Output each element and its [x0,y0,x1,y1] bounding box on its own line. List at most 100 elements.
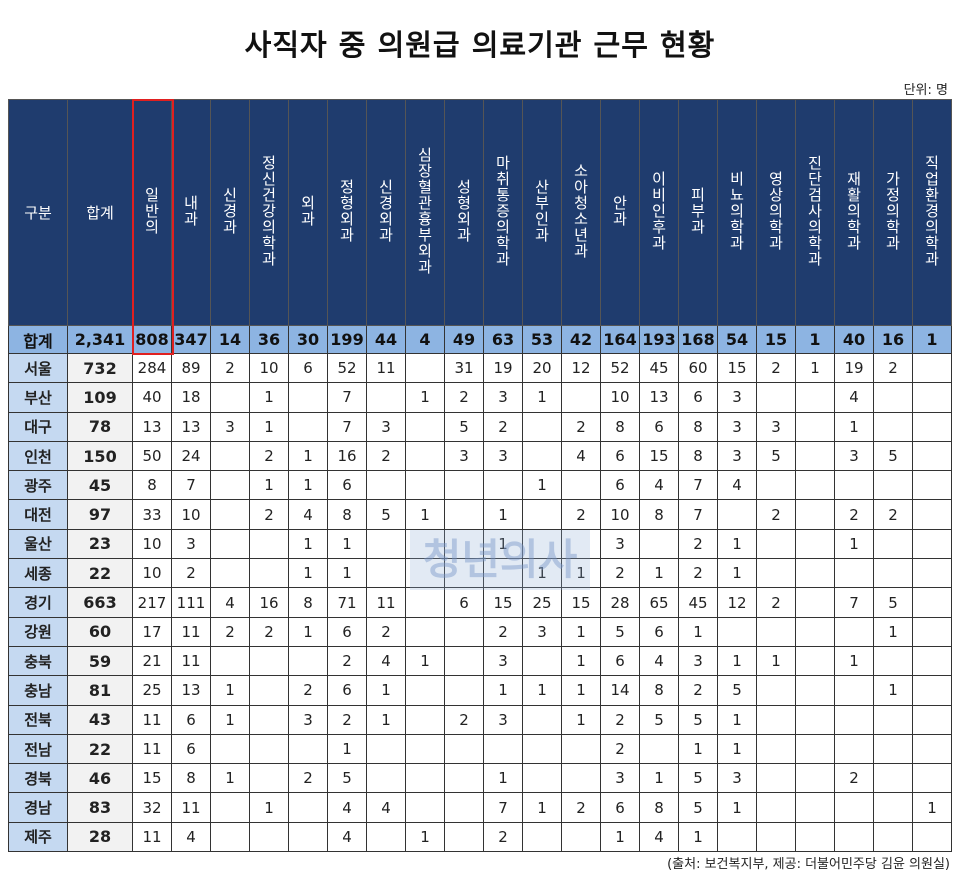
table-cell: 11 [366,587,406,618]
column-header-label: 신경외과 [376,178,395,243]
table-cell: 2 [249,616,289,647]
table-row: 인천 150 50 24 2 1 16 2 3 3 4 6 15 8 3 5 3 5 [8,440,952,472]
table-cell [210,645,250,677]
table-cell: 52 [600,352,640,384]
region-cell: 인천 [8,440,68,472]
table-cell [912,675,952,706]
region-cell: 충남 [8,675,68,706]
table-cell [210,470,250,501]
column-header: 정형외과 [327,99,367,326]
region-cell: 강원 [8,616,68,647]
table-cell [873,411,913,442]
table-cell [834,675,874,706]
table-cell: 3 [366,411,406,442]
table-cell [639,733,679,765]
table-cell: 16 [873,325,913,354]
table-cell: 15 [561,587,601,618]
table-cell: 33 [132,499,172,530]
table-cell: 284 [132,352,172,384]
region-cell: 대구 [8,411,68,442]
table-cell: 3 [834,440,874,472]
table-cell: 14 [600,675,640,706]
table-cell: 11 [132,733,172,765]
table-cell: 12 [717,587,757,618]
unit-label: 단위: 명 [903,83,948,98]
table-cell: 24 [171,440,211,472]
table-row: 경기 663 217 111 4 16 8 71 11 6 15 25 15 28 65 45 12 2 7 5 [8,587,952,618]
table-cell: 1 [249,792,289,823]
table-cell [444,645,484,677]
table-cell [795,821,835,853]
table-cell [249,645,289,677]
table-cell: 1 [834,411,874,442]
table-cell: 4 [834,382,874,413]
table-cell [795,558,835,589]
table-cell: 164 [600,325,640,354]
table-cell [522,499,562,530]
table-cell: 8 [600,411,640,442]
table-cell [522,645,562,677]
table-cell [912,587,952,618]
table-row: 울산 23 10 3 1 1 1 3 2 1 1 [8,528,952,560]
table-cell: 2 [366,616,406,647]
table-cell: 1 [834,528,874,560]
column-header: 영상의학과 [756,99,796,326]
table-cell [522,763,562,794]
table-cell [795,382,835,413]
table-cell [834,558,874,589]
total-cell: 663 [67,587,133,618]
table-cell [795,470,835,501]
table-cell: 31 [444,352,484,384]
table-cell [912,470,952,501]
table-cell: 11 [366,352,406,384]
table-cell [444,821,484,853]
table-cell: 40 [132,382,172,413]
total-cell: 150 [67,440,133,472]
table-cell: 2 [678,558,718,589]
table-cell: 4 [717,470,757,501]
table-cell: 7 [483,792,523,823]
table-cell: 1 [717,528,757,560]
column-header: 외과 [288,99,328,326]
table-cell: 6 [444,587,484,618]
region-cell: 서울 [8,352,68,384]
table-cell [444,528,484,560]
table-cell [873,645,913,677]
table-cell: 3 [483,382,523,413]
total-cell: 97 [67,499,133,530]
table-cell [249,704,289,735]
table-cell: 45 [639,352,679,384]
total-cell: 732 [67,352,133,384]
region-cell: 대전 [8,499,68,530]
table-cell: 50 [132,440,172,472]
table-cell [912,821,952,853]
table-cell: 11 [132,704,172,735]
table-cell: 2 [600,733,640,765]
column-header-label: 산부인과 [532,178,551,243]
table-cell: 10 [600,499,640,530]
table-cell [444,470,484,501]
table-cell: 8 [678,440,718,472]
table-cell: 1 [327,558,367,589]
table-cell [444,763,484,794]
table-cell: 199 [327,325,367,354]
table-cell [795,645,835,677]
resignation-table: 구분 합계 일반의 내과 신경과 정신건강의학과 외과 정형외과 신경외과 심장혈관흉부외과 성형외… [8,99,952,853]
table-cell: 6 [171,733,211,765]
table-cell [522,821,562,853]
table-cell [561,821,601,853]
region-cell: 경북 [8,763,68,794]
table-cell: 1 [561,704,601,735]
table-cell [405,558,445,589]
table-cell [756,763,796,794]
total-row: 합계 2,341 808 347 14 36 30 199 44 4 49 63 53 42 164 193 1… [8,325,952,354]
column-header-label: 구분 [24,204,52,222]
table-cell: 1 [288,528,328,560]
table-cell: 1 [756,645,796,677]
table-cell: 40 [834,325,874,354]
table-cell: 1 [795,352,835,384]
table-cell: 4 [639,645,679,677]
table-cell [717,499,757,530]
table-cell: 21 [132,645,172,677]
table-cell: 1 [483,499,523,530]
